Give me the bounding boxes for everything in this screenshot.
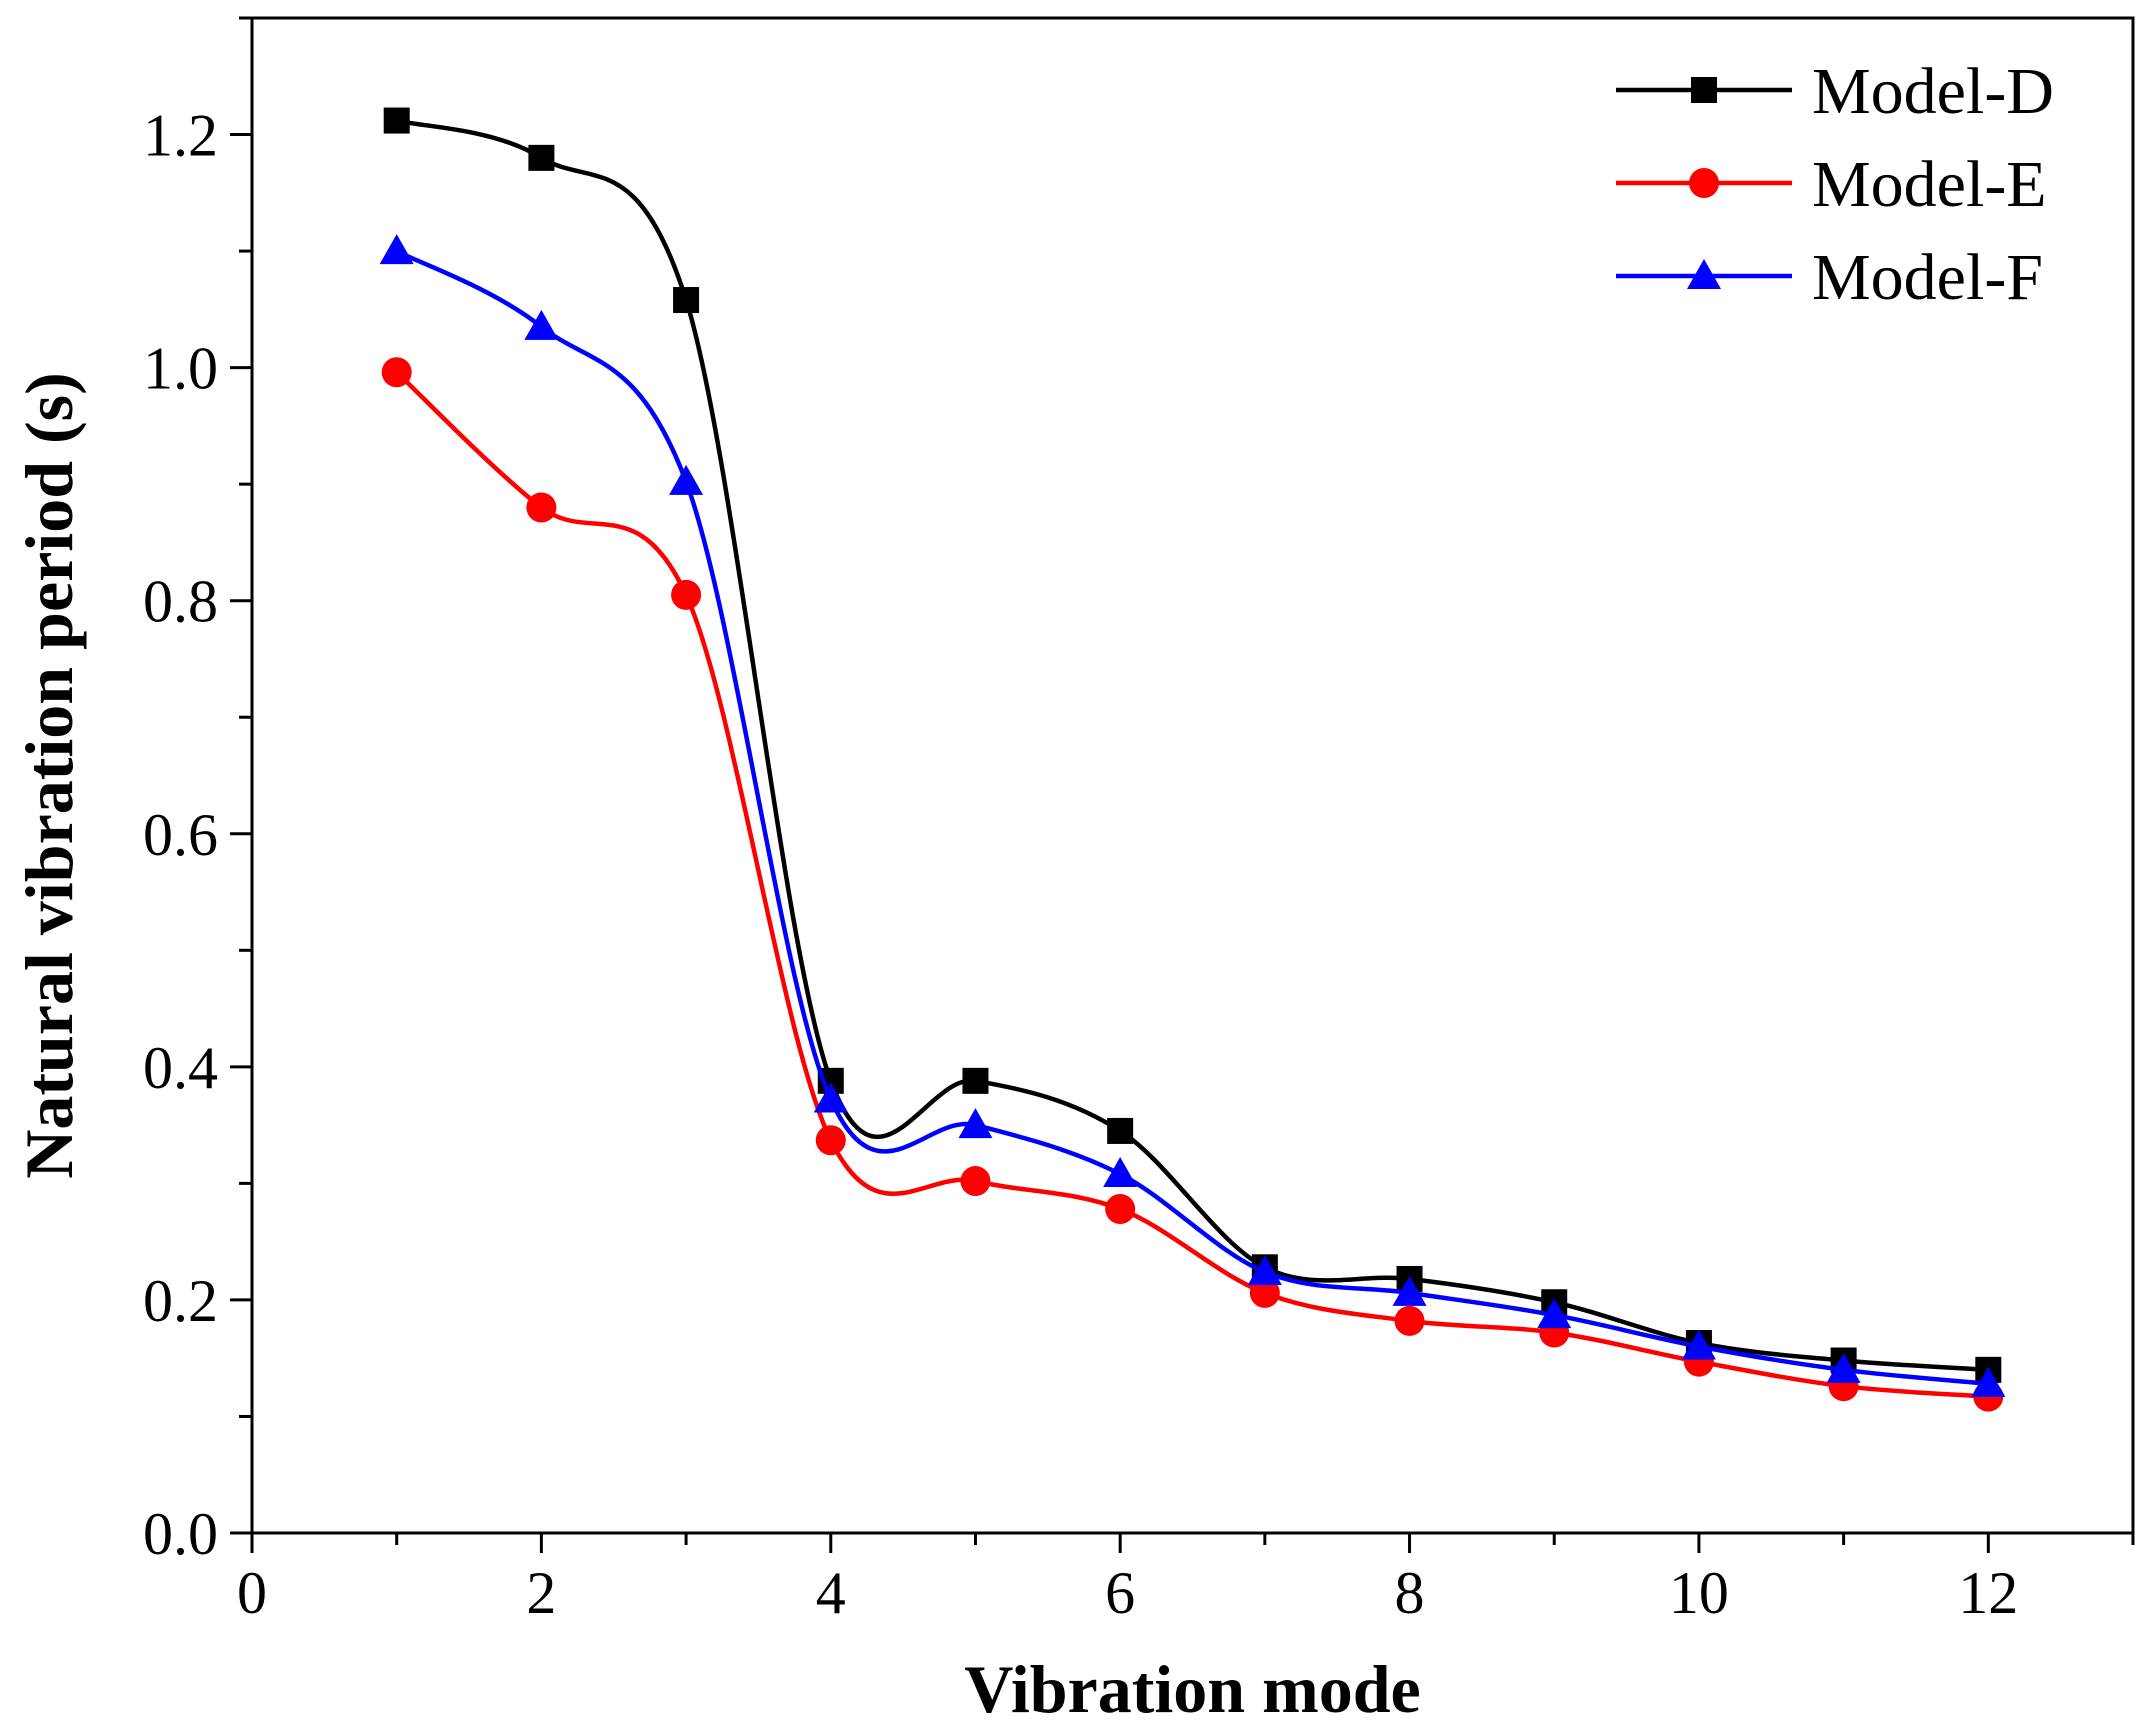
x-axis-title: Vibration mode bbox=[964, 1651, 1420, 1727]
y-tick-label: 0.4 bbox=[143, 1035, 218, 1101]
data-point-model-f bbox=[958, 1108, 993, 1139]
x-tick-label: 2 bbox=[526, 1560, 556, 1626]
data-point-model-f bbox=[1971, 1366, 2006, 1397]
legend-entry-model-e: Model-E bbox=[1616, 148, 2047, 221]
x-tick-label: 4 bbox=[816, 1560, 846, 1626]
legend-label-model-d: Model-D bbox=[1812, 55, 2054, 128]
data-point-model-d bbox=[962, 1067, 989, 1094]
data-point-model-d bbox=[1107, 1117, 1134, 1144]
data-point-model-e bbox=[381, 357, 412, 388]
data-point-model-e bbox=[960, 1166, 991, 1197]
legend-label-model-e: Model-E bbox=[1812, 148, 2047, 221]
y-tick-label: 1.2 bbox=[143, 103, 218, 169]
y-tick-label: 0.8 bbox=[143, 569, 218, 635]
x-tick-label: 0 bbox=[237, 1560, 267, 1626]
legend-marker-model-f bbox=[1687, 259, 1721, 289]
data-point-model-f bbox=[379, 234, 414, 265]
y-tick-label: 1.0 bbox=[143, 336, 218, 402]
data-point-model-e bbox=[815, 1125, 846, 1156]
x-tick-label: 12 bbox=[1958, 1560, 2018, 1626]
data-point-model-e bbox=[671, 579, 702, 610]
data-point-model-e bbox=[1394, 1305, 1425, 1336]
series-model-f bbox=[379, 234, 2006, 1397]
data-point-model-f bbox=[1247, 1254, 1282, 1285]
axis-ticks: 0 2 4 6 8 10 12 0.0 0.2 0.4 0.6 0.8 1.0 1.2 bbox=[143, 16, 2135, 1626]
legend-marker-model-d bbox=[1691, 77, 1717, 103]
legend-marker-model-e bbox=[1689, 168, 1719, 198]
y-tick-label: 0.2 bbox=[143, 1268, 218, 1334]
data-point-model-f bbox=[669, 464, 704, 495]
x-tick-label: 6 bbox=[1105, 1560, 1135, 1626]
series-line-model-f bbox=[395, 249, 1989, 1387]
data-point-model-d bbox=[673, 287, 700, 314]
y-tick-label: 0.0 bbox=[143, 1501, 218, 1567]
legend-label-model-f: Model-F bbox=[1812, 241, 2043, 314]
series-line-model-d bbox=[396, 118, 1989, 1373]
data-point-model-f bbox=[1681, 1329, 1716, 1360]
data-point-model-e bbox=[526, 492, 557, 523]
series-model-d bbox=[383, 107, 2002, 1383]
x-tick-label: 8 bbox=[1395, 1560, 1425, 1626]
y-tick-label: 0.6 bbox=[143, 802, 218, 868]
data-point-model-f bbox=[1537, 1298, 1572, 1329]
legend: Model-D Model-E Model-F bbox=[1616, 55, 2054, 314]
data-point-model-d bbox=[383, 107, 410, 134]
data-point-model-f bbox=[1103, 1157, 1138, 1188]
data-point-model-d bbox=[528, 144, 555, 171]
x-tick-label: 10 bbox=[1669, 1560, 1729, 1626]
data-point-model-f bbox=[524, 309, 559, 340]
legend-entry-model-d: Model-D bbox=[1616, 55, 2054, 128]
y-axis-title: Natural vibration period (s) bbox=[11, 372, 87, 1179]
plot-series bbox=[379, 107, 2006, 1412]
series-model-e bbox=[381, 357, 2004, 1412]
data-point-model-e bbox=[1249, 1277, 1280, 1308]
series-line-model-e bbox=[395, 370, 1989, 1399]
data-point-model-f bbox=[1392, 1275, 1427, 1306]
data-point-model-e bbox=[1105, 1194, 1136, 1225]
legend-entry-model-f: Model-F bbox=[1616, 241, 2043, 314]
plot-frame bbox=[250, 16, 2135, 1535]
data-point-model-f bbox=[1826, 1352, 1861, 1383]
data-point-model-f bbox=[813, 1082, 848, 1113]
